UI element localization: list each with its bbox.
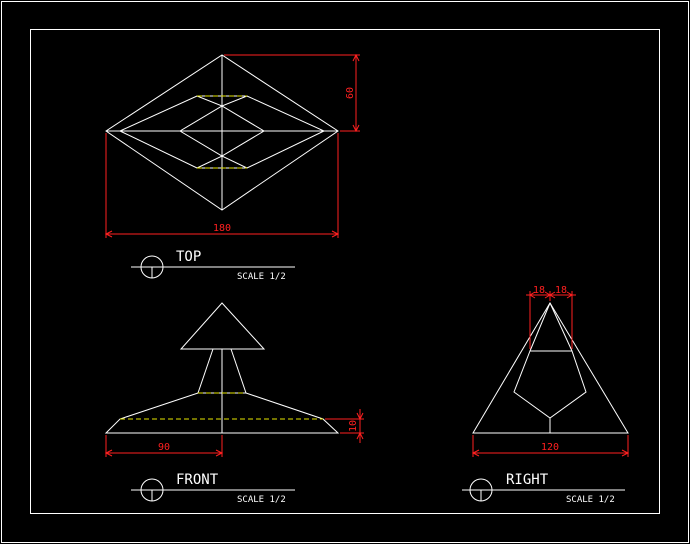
right-width-value: 120 — [541, 442, 559, 453]
right-tip-right-value: 18 — [555, 285, 567, 296]
right-width-dimension: 120 — [471, 435, 630, 457]
top-height-value: 60 — [345, 87, 356, 99]
front-scale-text: SCALE 1/2 — [237, 495, 286, 505]
top-width-dimension: 180 — [104, 133, 340, 238]
front-view[interactable]: 90 10 FRONT SCALE 1/2 — [104, 302, 364, 505]
front-height-value: 10 — [348, 420, 359, 432]
front-width-value: 90 — [158, 442, 170, 453]
right-view-outline — [472, 302, 629, 434]
inner-border — [30, 29, 660, 514]
right-scale-text: SCALE 1/2 — [566, 495, 615, 505]
top-view-outline — [105, 54, 339, 211]
right-label-text: RIGHT — [506, 472, 549, 488]
top-height-dimension: 60 — [224, 53, 360, 133]
front-label-text: FRONT — [176, 472, 219, 488]
right-view[interactable]: 120 18 18 RIGHT SCALE 1/2 — [462, 285, 630, 505]
front-view-outline — [104, 302, 340, 434]
top-width-value: 180 — [213, 223, 231, 234]
top-view-label: TOP SCALE 1/2 — [131, 249, 295, 282]
right-view-label: RIGHT SCALE 1/2 — [462, 472, 625, 505]
right-tip-dimensions: 18 18 — [526, 285, 576, 349]
top-label-text: TOP — [176, 249, 201, 265]
right-tip-left-value: 18 — [533, 285, 545, 296]
top-view[interactable]: 180 60 TOP SCALE 1/2 — [104, 53, 360, 282]
front-height-dimension: 10 — [325, 409, 364, 443]
top-scale-text: SCALE 1/2 — [237, 272, 286, 282]
front-view-label: FRONT SCALE 1/2 — [131, 472, 295, 505]
front-width-dimension: 90 — [104, 435, 224, 457]
top-view-hidden-lines — [197, 95, 247, 169]
front-view-hidden-lines — [120, 392, 323, 420]
